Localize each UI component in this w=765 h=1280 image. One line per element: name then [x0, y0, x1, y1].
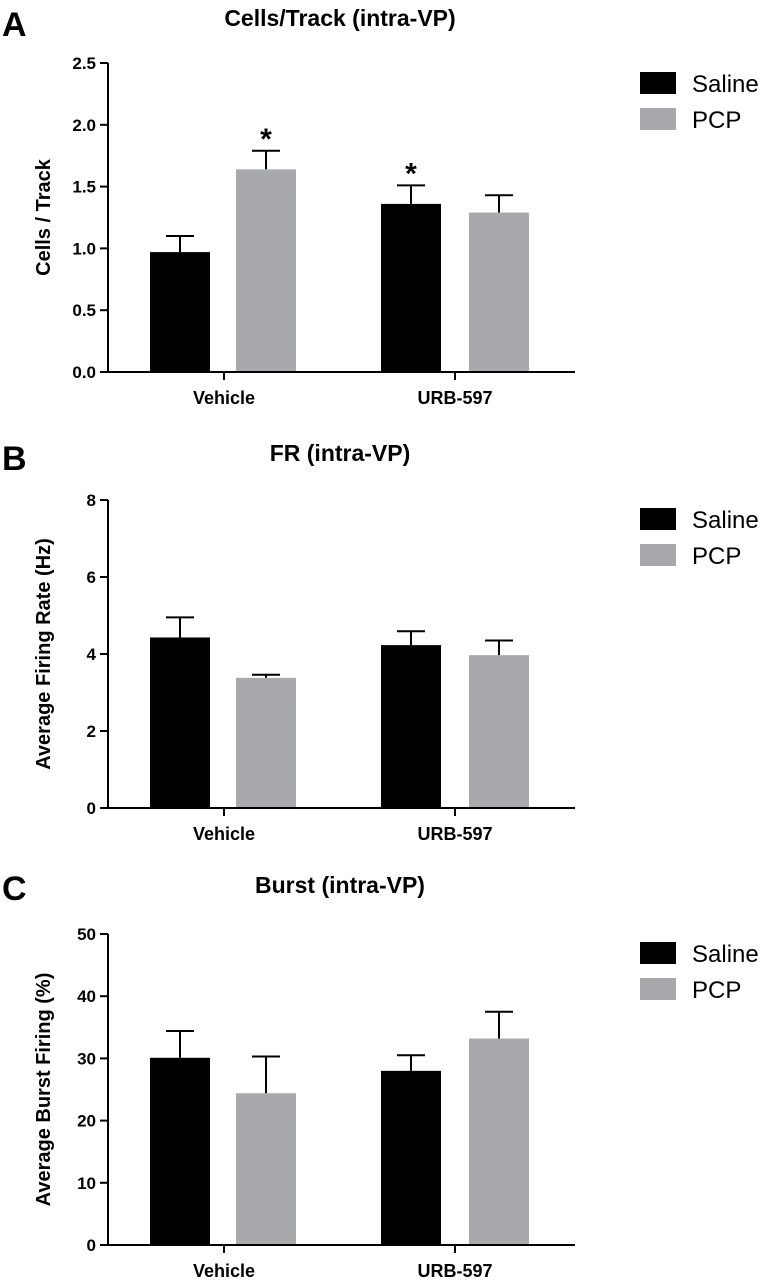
panel-label: A: [2, 6, 27, 44]
bar: [236, 1093, 296, 1245]
y-tick-label: 30: [77, 1049, 96, 1068]
bar: [381, 203, 441, 372]
bar: [236, 677, 296, 808]
legend-label: Saline: [692, 941, 759, 968]
y-tick-label: 0.5: [72, 301, 96, 320]
panel-c: C Burst (intra-VP) Average Burst Firing …: [2, 870, 759, 1280]
x-tick-label: Vehicle: [193, 1261, 255, 1280]
bar: [469, 1038, 529, 1245]
bar: [150, 637, 210, 808]
legend-label: PCP: [692, 543, 741, 570]
y-tick-label: 6: [87, 568, 96, 587]
bar: [381, 645, 441, 808]
chart-title: Cells/Track (intra-VP): [224, 5, 455, 31]
legend-swatch: [640, 108, 676, 130]
y-tick-label: 2: [87, 722, 96, 741]
y-tick-label: 10: [77, 1174, 96, 1193]
bar: [150, 252, 210, 372]
x-tick-label: URB-597: [417, 824, 492, 844]
y-tick-label: 0: [87, 1236, 96, 1255]
panel-label: B: [2, 440, 27, 478]
panel-label: C: [2, 870, 27, 908]
chart-title: FR (intra-VP): [270, 440, 411, 466]
y-tick-label: 0: [87, 799, 96, 818]
legend-swatch: [640, 72, 676, 94]
y-axis-label: Average Firing Rate (Hz): [33, 538, 55, 770]
y-axis-label: Average Burst Firing (%): [33, 973, 55, 1207]
legend-swatch: [640, 544, 676, 566]
panel-b: B FR (intra-VP) Average Firing Rate (Hz)…: [2, 440, 759, 844]
y-tick-label: 40: [77, 987, 96, 1006]
bar: [469, 212, 529, 372]
significance-marker: *: [260, 123, 272, 156]
y-tick-label: 4: [87, 645, 97, 664]
legend-swatch: [640, 978, 676, 1000]
legend-label: PCP: [692, 977, 741, 1004]
y-tick-label: 20: [77, 1112, 96, 1131]
y-tick-label: 1.0: [72, 239, 96, 258]
bar: [381, 1070, 441, 1245]
y-tick-label: 1.5: [72, 178, 96, 197]
x-tick-label: URB-597: [417, 1261, 492, 1280]
bar: [150, 1057, 210, 1245]
y-tick-label: 50: [77, 925, 96, 944]
x-tick-label: Vehicle: [193, 388, 255, 408]
legend-label: Saline: [692, 507, 759, 534]
bar: [236, 169, 296, 372]
legend-label: PCP: [692, 107, 741, 134]
y-axis-label: Cells / Track: [33, 158, 55, 276]
y-tick-label: 2.5: [72, 54, 96, 73]
significance-marker: *: [405, 157, 417, 190]
legend-label: Saline: [692, 71, 759, 98]
x-tick-label: Vehicle: [193, 824, 255, 844]
y-tick-label: 8: [87, 491, 96, 510]
y-tick-label: 0.0: [72, 363, 96, 382]
bar: [469, 655, 529, 808]
x-tick-label: URB-597: [417, 388, 492, 408]
chart-title: Burst (intra-VP): [255, 872, 425, 898]
legend-swatch: [640, 942, 676, 964]
panel-a: A Cells/Track (intra-VP) Cells / Track 0.…: [2, 5, 759, 408]
y-tick-label: 2.0: [72, 116, 96, 135]
legend-swatch: [640, 508, 676, 530]
